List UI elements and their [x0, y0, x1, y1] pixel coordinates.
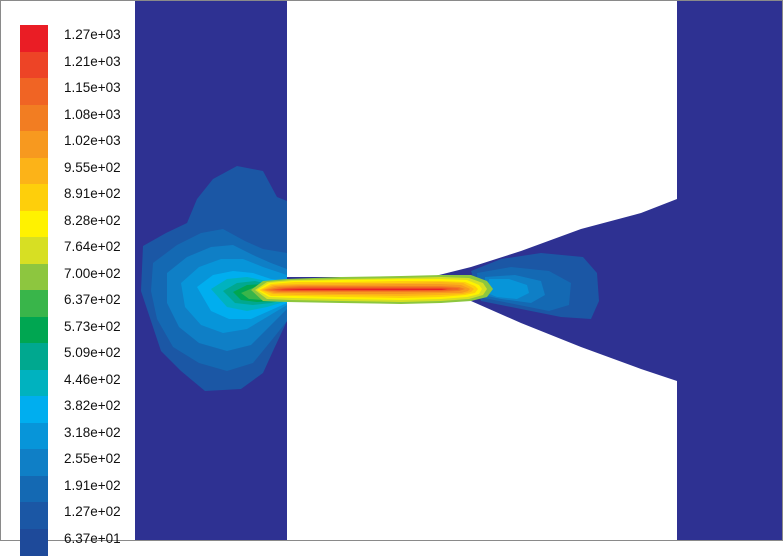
- contour-plot-frame: [0, 0, 783, 541]
- contour-bands: [141, 166, 599, 391]
- flow-domain: [135, 1, 782, 540]
- contour-band: [281, 289, 447, 290]
- contour-plot: [135, 1, 782, 540]
- contour-band: [487, 279, 529, 299]
- right-slab-region: [677, 1, 782, 540]
